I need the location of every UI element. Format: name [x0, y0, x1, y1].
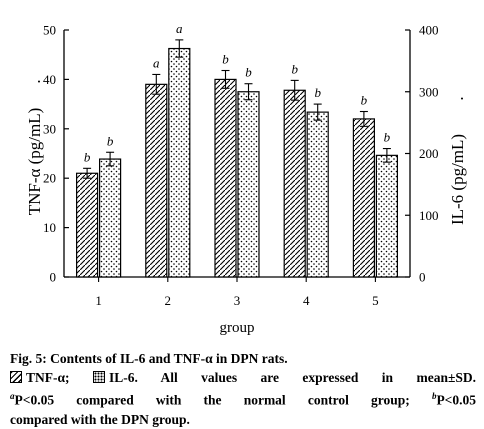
left-axis-title-dot: .: [25, 79, 44, 83]
bar-tnf: [75, 172, 99, 278]
x-axis-tick-label: 4: [303, 293, 310, 308]
caption-significance-line: aP<0.05 compared with the normal control…: [10, 387, 476, 410]
left-axis-tick-label: 30: [43, 121, 56, 136]
caption-last-line: compared with the DPN group.: [10, 411, 190, 427]
significance-label: b: [291, 61, 298, 76]
right-axis-title-dot: .: [448, 96, 467, 100]
tnf-legend-label: TNF-α;: [26, 370, 70, 385]
x-axis-tick-label: 5: [372, 293, 379, 308]
note-a-text: P<0.05 compared with the normal control …: [14, 392, 410, 408]
right-axis-tick-label: 300: [419, 84, 439, 99]
significance-label: b: [384, 130, 391, 145]
left-axis-title: TNF-α (pg/mL): [25, 108, 44, 216]
significance-label: b: [84, 149, 91, 164]
bar-il6: [306, 111, 329, 278]
plot-area: 0 10 20 30 40 50 0 100 200 300 400 1 2 3 4 5 b a b b b b a b b b T…: [25, 21, 467, 336]
significance-label: b: [222, 52, 229, 67]
bar-il6: [98, 158, 122, 278]
left-axis-tick-label: 10: [43, 220, 56, 235]
figure-caption: Fig. 5: Contents of IL-6 and TNF-α in DP…: [10, 349, 476, 429]
caption-values-note: All values are expressed in mean±SD.: [160, 370, 476, 385]
significance-label: a: [176, 21, 183, 36]
right-axis-tick-label: 100: [419, 208, 439, 223]
right-axis-tick-label: 0: [419, 270, 426, 285]
right-axis-tick-label: 200: [419, 146, 439, 161]
x-axis-tick-label: 3: [234, 293, 241, 308]
bar-tnf: [283, 89, 306, 278]
significance-label: b: [107, 133, 114, 148]
x-axis-tick-label: 1: [95, 293, 102, 308]
significance-label: a: [153, 55, 160, 70]
il6-legend-swatch: [92, 371, 105, 383]
left-axis-tick-label: 20: [43, 171, 56, 186]
right-axis-title: IL-6 (pg/mL): [448, 134, 467, 225]
caption-legend-line: TNF-α; IL-6. All values are expressed in…: [10, 368, 476, 387]
chart: 0 10 20 30 40 50 0 100 200 300 400 1 2 3 4 5 b a b b b b a b b b T…: [25, 21, 467, 336]
left-axis-tick-label: 50: [43, 23, 56, 38]
significance-label: b: [314, 85, 321, 100]
il6-legend-label: IL-6.: [108, 370, 138, 385]
tnf-legend-swatch: [10, 371, 22, 383]
significance-label: b: [361, 93, 368, 108]
bar-il6: [237, 91, 260, 278]
x-axis-title: group: [220, 320, 255, 336]
left-axis-tick-label: 40: [43, 72, 56, 87]
note-a-marker: a: [10, 391, 15, 401]
bar-il6: [375, 154, 398, 278]
x-axis-tick-label: 2: [165, 293, 172, 308]
bar-il6: [168, 47, 191, 278]
bar-tnf: [352, 118, 375, 278]
left-axis-tick-label: 0: [50, 270, 57, 285]
bar-tnf: [214, 78, 237, 278]
bar-tnf: [145, 83, 168, 278]
note-b-text: P<0.05: [436, 392, 477, 408]
caption-title: Fig. 5: Contents of IL-6 and TNF-α in DP…: [10, 351, 288, 366]
note-b-marker: b: [431, 391, 437, 401]
right-axis-tick-label: 400: [419, 23, 439, 38]
significance-label: b: [245, 65, 252, 80]
